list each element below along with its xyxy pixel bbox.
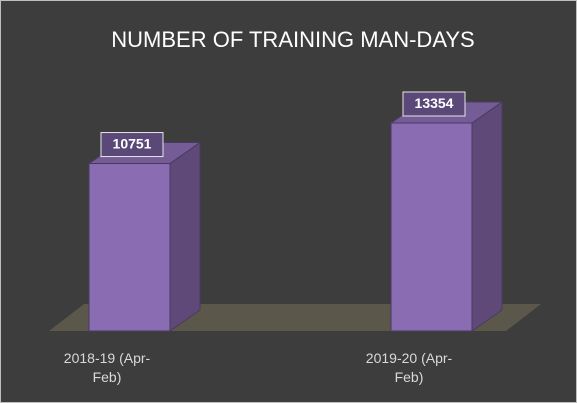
- value-label-box: [100, 132, 164, 158]
- bar: [88, 163, 171, 332]
- value-label-box: [402, 91, 466, 117]
- x-tick-label: 2018-19 (Apr-Feb): [63, 350, 151, 385]
- bar-side: [169, 141, 201, 332]
- chart-title: NUMBER OF TRAINING MAN-DAYS: [111, 27, 474, 52]
- x-tick-label: 2019-20 (Apr-Feb): [365, 350, 453, 385]
- value-label: 13354: [415, 95, 454, 111]
- bar: [390, 122, 473, 332]
- bar-side: [471, 101, 503, 332]
- value-label: 10751: [113, 136, 152, 152]
